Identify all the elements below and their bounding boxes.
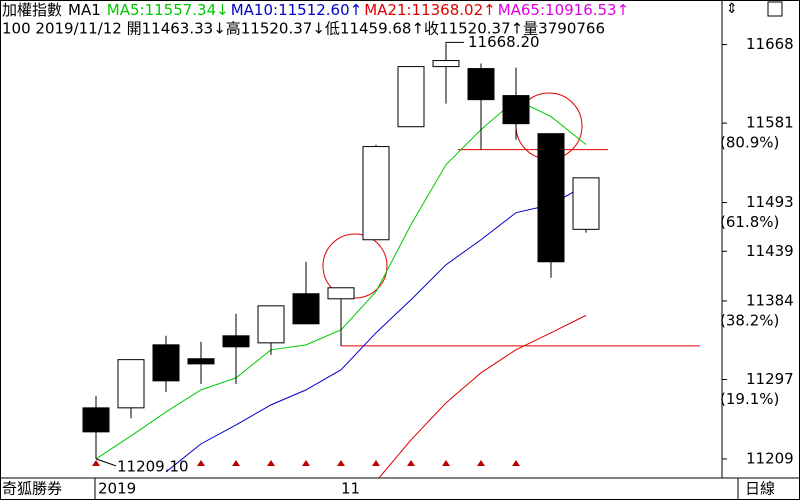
legend-entry: MA65:10916.53↑ [498, 1, 629, 19]
candle-body [82, 407, 110, 433]
chart-title: 加權指數 [2, 1, 62, 19]
fib-label: (38.2%) [720, 311, 779, 329]
candle-body [572, 177, 600, 230]
x-tick-label: 2019 [98, 480, 136, 498]
indicator-label: MA1 [68, 1, 101, 19]
low-label: 11209.10 [117, 457, 189, 475]
candle-body [187, 358, 215, 365]
legend-entry: MA10:11512.60↑ [231, 1, 362, 19]
high-leader [445, 41, 464, 45]
fib-label: (19.1%) [720, 390, 779, 408]
y-tick-label: 11384 [746, 291, 794, 309]
candle-body [432, 60, 460, 68]
y-tick-label: 11581 [746, 114, 794, 132]
x-tick-label: 11 [341, 480, 360, 498]
candle-body [152, 344, 180, 382]
candle-body [117, 359, 145, 409]
low-leader [95, 458, 117, 467]
y-tick-label: 11439 [746, 242, 794, 260]
legend-entry: MA21:11368.02↑ [364, 1, 495, 19]
candle-body [467, 68, 495, 101]
scroll-icon[interactable]: ⇕ [726, 1, 738, 17]
y-tick-label: 11297 [746, 370, 794, 388]
candle-body [502, 95, 530, 125]
candle-body [397, 66, 425, 128]
candle-body [292, 293, 320, 325]
app-name: 奇狐勝券 [2, 480, 62, 498]
fib-label: (61.8%) [720, 213, 779, 231]
y-tick-label: 11493 [746, 193, 794, 211]
ma-line [378, 314, 587, 478]
candle-body [537, 133, 565, 263]
candle-body [222, 335, 250, 348]
period-label[interactable]: 日線 [745, 480, 775, 498]
fib-label: (80.9%) [720, 134, 779, 152]
info-line: 100 2019/11/12 開11463.33↓高11520.37↓低1145… [2, 20, 605, 38]
ma-line [165, 184, 587, 473]
legend-entry: MA5:11557.34↓ [107, 1, 229, 19]
high-label: 11668.20 [468, 33, 540, 51]
header-legend: 加權指數 MA1 MA5:11557.34↓ MA10:11512.60↑ MA21:1… [2, 1, 629, 19]
signal-markers [92, 460, 520, 466]
y-tick-label: 11668 [746, 35, 794, 53]
candle-body [327, 287, 355, 300]
candle-body [257, 305, 285, 344]
highlight-circle [322, 233, 388, 299]
window-button[interactable] [767, 1, 783, 17]
y-tick-label: 11209 [746, 449, 794, 467]
candle-body [362, 146, 390, 241]
